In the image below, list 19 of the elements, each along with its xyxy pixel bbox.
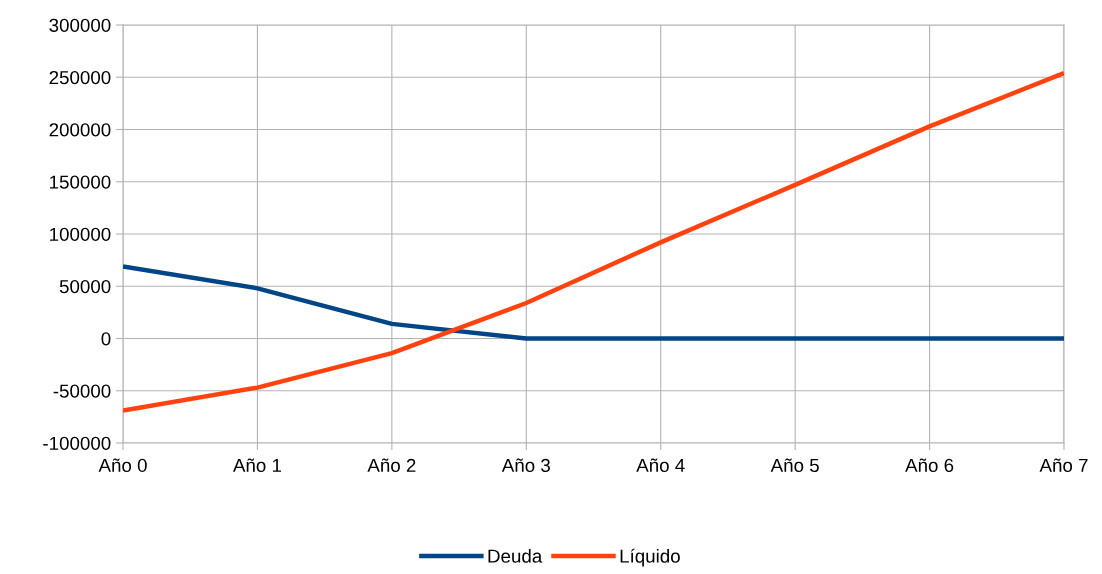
y-tick-label: 100000 xyxy=(50,227,111,241)
x-tick-label: Año 1 xyxy=(232,458,282,473)
y-tick-label: 300000 xyxy=(49,18,111,32)
x-tick-label: Año 0 xyxy=(98,458,147,473)
y-tick-label: 0 xyxy=(101,332,111,346)
x-tick-label: Año 7 xyxy=(1039,458,1088,473)
x-tick-label: Año 3 xyxy=(501,458,550,473)
y-tick-label: 150000 xyxy=(50,175,111,189)
legend-label: Deuda xyxy=(488,549,543,563)
y-tick-label: -50000 xyxy=(53,384,111,398)
y-tick-label: 50000 xyxy=(59,279,111,294)
x-tick-label: Año 2 xyxy=(367,458,416,473)
y-tick-label: 200000 xyxy=(49,123,111,137)
y-tick-label: 250000 xyxy=(49,70,111,85)
x-tick-label: Año 4 xyxy=(636,458,685,473)
legend-label: Líquido xyxy=(620,548,680,567)
x-tick-label: Año 6 xyxy=(905,458,954,473)
y-tick-label: -100000 xyxy=(43,436,111,450)
x-tick-label: Año 5 xyxy=(770,458,819,473)
